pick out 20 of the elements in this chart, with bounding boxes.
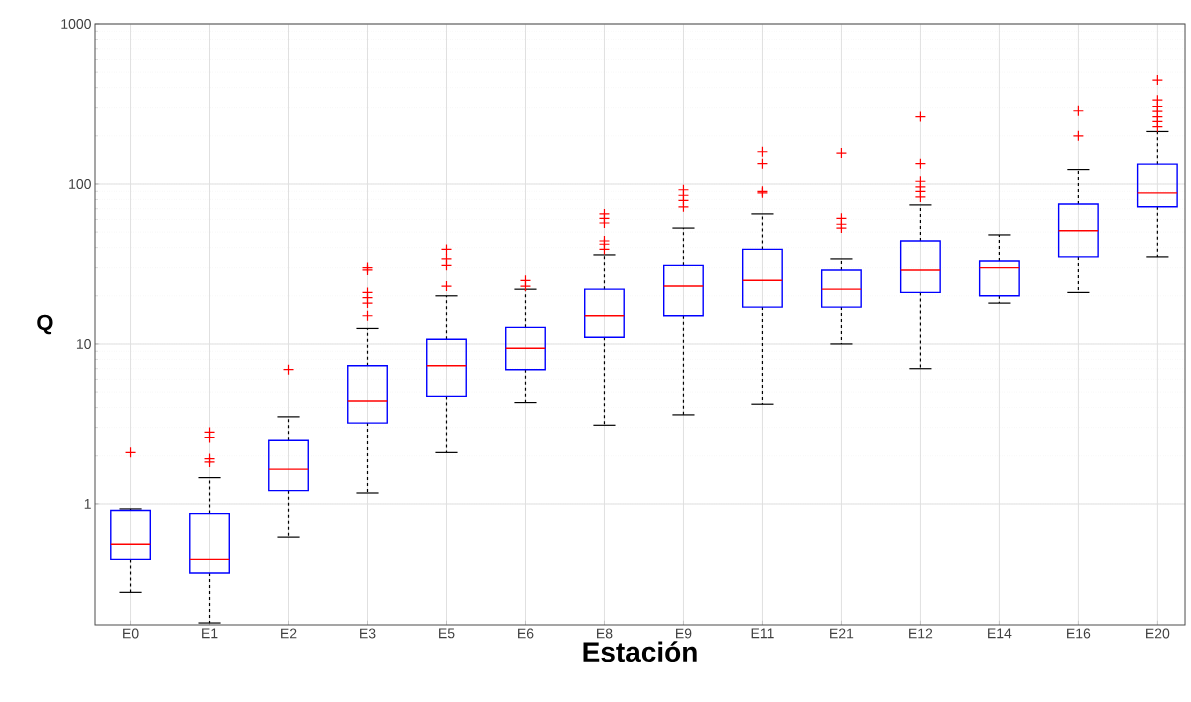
x-tick-label: E5	[439, 628, 455, 639]
x-tick-label: E20	[1146, 628, 1170, 639]
x-tick-label: E12	[909, 628, 933, 639]
x-tick-label: E0	[123, 628, 139, 639]
x-tick-label: E8	[597, 628, 613, 639]
y-axis-title: Q	[37, 314, 53, 335]
x-tick-label: E3	[360, 628, 376, 639]
y-tick-label: 1000	[61, 19, 91, 29]
x-tick-label: E6	[518, 628, 534, 639]
x-tick-label: E9	[676, 628, 692, 639]
x-tick-label: E11	[751, 628, 774, 639]
x-tick-label: E1	[202, 628, 218, 639]
x-tick-label: E16	[1067, 628, 1091, 639]
y-tick-label: 100	[69, 179, 91, 189]
y-tick-label: 1	[84, 499, 91, 509]
y-tick-label: 10	[76, 338, 91, 349]
x-tick-label: E14	[988, 628, 1012, 639]
x-axis-title: Estación	[583, 641, 697, 663]
x-tick-label: E2	[281, 628, 297, 639]
x-tick-label: E21	[830, 628, 854, 639]
